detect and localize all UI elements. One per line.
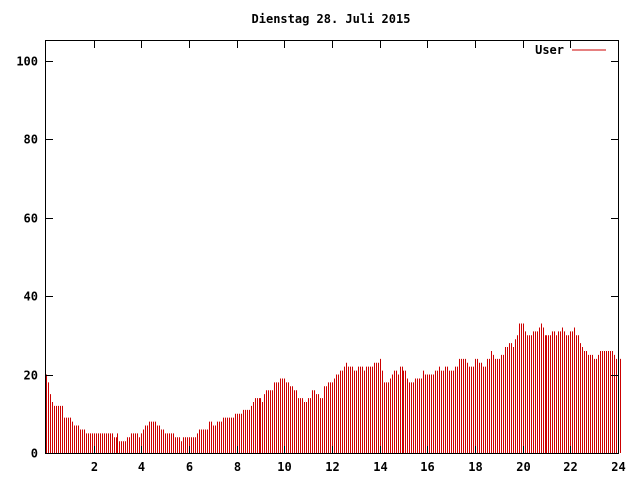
- chart-title: Dienstag 28. Juli 2015: [252, 12, 411, 26]
- bar-series: [46, 323, 621, 453]
- x-tick-label-24: 24: [611, 460, 625, 474]
- x-tick-label-6: 6: [186, 460, 193, 474]
- plot-frame: [45, 40, 619, 454]
- x-tick-label-8: 8: [234, 460, 241, 474]
- x-tick-label-12: 12: [325, 460, 339, 474]
- x-tick-label-2: 2: [91, 460, 98, 474]
- x-tick-label-22: 22: [563, 460, 577, 474]
- x-tick-label-20: 20: [516, 460, 530, 474]
- legend: User: [535, 43, 606, 57]
- y-tick-label-100: 100: [16, 55, 38, 69]
- x-tick-label-4: 4: [138, 460, 145, 474]
- legend-label: User: [535, 43, 564, 57]
- x-tick-label-10: 10: [277, 460, 291, 474]
- y-tick-label-0: 0: [31, 447, 38, 461]
- x-tick-label-14: 14: [373, 460, 387, 474]
- x-tick-label-18: 18: [468, 460, 482, 474]
- y-tick-label-20: 20: [24, 369, 38, 383]
- y-tick-label-40: 40: [24, 290, 38, 304]
- x-tick-label-16: 16: [420, 460, 434, 474]
- y-tick-label-60: 60: [24, 212, 38, 226]
- y-tick-label-80: 80: [24, 133, 38, 147]
